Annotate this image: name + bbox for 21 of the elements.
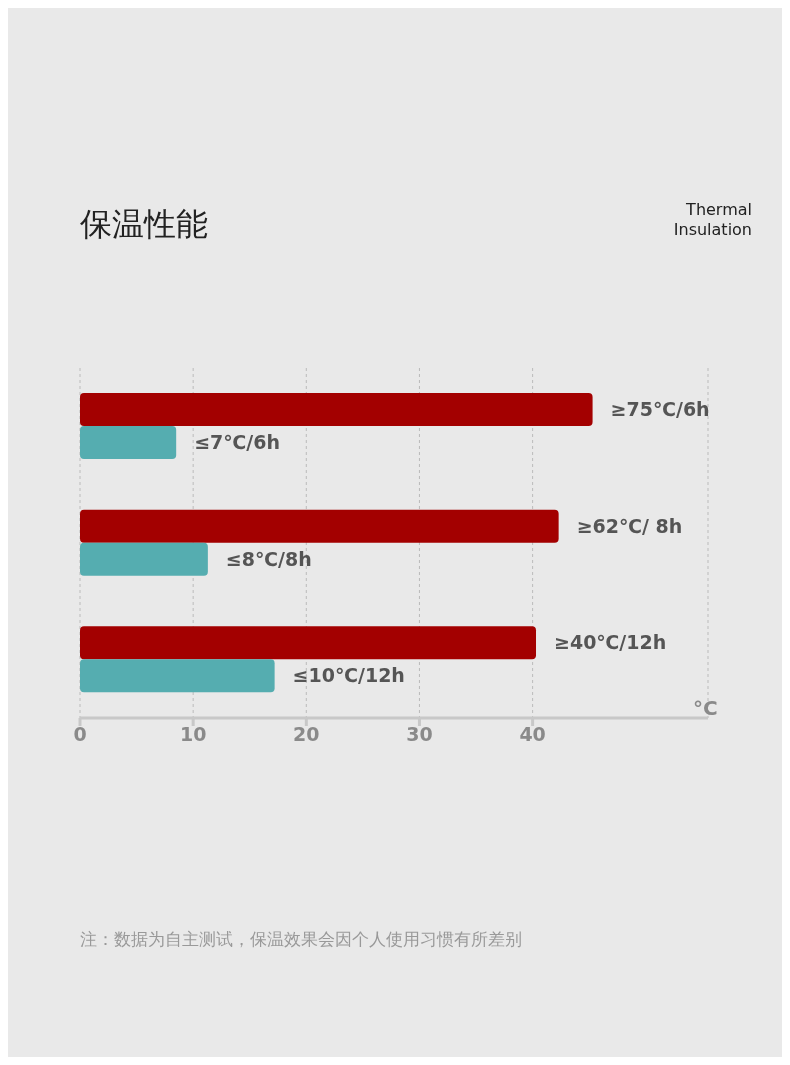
data-label: ≥40℃/12h	[554, 631, 667, 654]
bar	[80, 659, 275, 693]
chart-subtitle: Thermal Insulation	[672, 200, 752, 240]
x-tick-label: 10	[179, 723, 207, 746]
bar	[80, 626, 537, 660]
x-tick-label: 0	[73, 723, 87, 746]
chart-title: 保温性能	[80, 204, 208, 245]
bar	[80, 542, 208, 576]
x-axis-title: °C	[693, 696, 718, 720]
data-label: ≥62℃/ 8h	[576, 514, 683, 537]
text: 注：数据为自主测试，保温效果会因个人使用习惯有所差别	[80, 928, 522, 951]
bar	[80, 509, 559, 543]
data-label: ≤8℃/8h	[225, 547, 312, 570]
x-tick-label: 20	[293, 723, 320, 746]
bar	[80, 393, 593, 426]
x-tick-label: 30	[406, 723, 433, 746]
data-label: ≤7℃/6h	[194, 431, 281, 454]
bar	[80, 426, 177, 459]
data-label: ≤10℃/12h	[292, 664, 405, 687]
data-label: ≥75℃/6h	[610, 398, 710, 421]
x-tick-label: 40	[519, 723, 546, 746]
